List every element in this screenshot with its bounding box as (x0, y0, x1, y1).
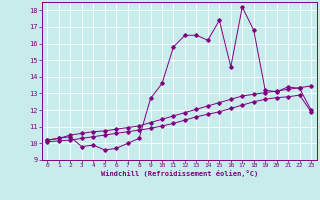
X-axis label: Windchill (Refroidissement éolien,°C): Windchill (Refroidissement éolien,°C) (100, 170, 258, 177)
